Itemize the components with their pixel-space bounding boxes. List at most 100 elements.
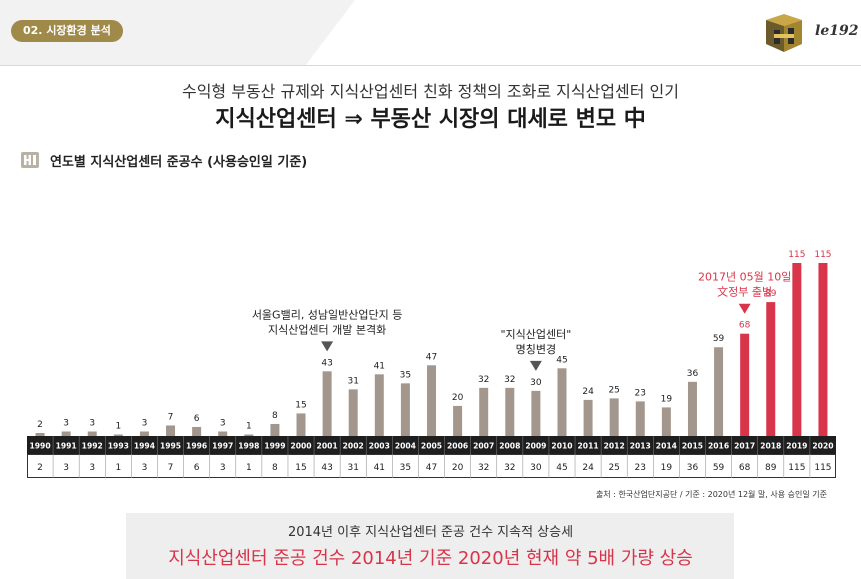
annotation-arrow-2001	[321, 341, 334, 352]
top-bar: 02. 시장환경 분석 le192	[0, 0, 861, 66]
bar-label-2014: 19	[661, 394, 673, 404]
table-value-1996: 6	[194, 463, 200, 473]
bar-label-2016: 59	[713, 334, 725, 344]
table-value-1992: 3	[89, 463, 95, 473]
year-label-1991: 1991	[56, 442, 77, 451]
year-label-2003: 2003	[369, 442, 390, 451]
bar-label-2007: 32	[478, 375, 489, 385]
table-value-2016: 59	[713, 463, 725, 473]
year-header-band	[27, 436, 836, 454]
table-value-1991: 3	[63, 463, 69, 473]
bar-label-2019: 115	[788, 250, 805, 260]
year-label-2009: 2009	[525, 442, 546, 451]
table-value-1994: 3	[142, 463, 148, 473]
bar-1998	[244, 434, 254, 436]
year-label-2001: 2001	[317, 442, 338, 451]
annotation-text-2001: 서울G밸리, 성남일반산업단지 등	[252, 307, 403, 321]
source-note: 출처 : 한국산업단지공단 / 기준 : 2020년 12월 말, 사용 승인일…	[595, 490, 827, 499]
table-value-2007: 32	[478, 463, 489, 473]
table-value-2008: 32	[504, 463, 515, 473]
table-value-2004: 35	[400, 463, 411, 473]
year-label-2015: 2015	[682, 442, 703, 451]
page-headline: 지식산업센터 ⇒ 부동산 시장의 대세로 변모 中	[215, 107, 646, 132]
bar-label-2000: 15	[295, 400, 306, 410]
brand-logo-icon	[766, 14, 802, 52]
bar-label-1995: 7	[168, 412, 174, 422]
brand-logo-text: le192	[815, 23, 859, 39]
hb-logo-icon	[21, 152, 39, 168]
bar-label-1994: 3	[142, 418, 148, 428]
table-value-2019: 115	[788, 463, 805, 473]
bar-1991	[61, 431, 71, 436]
bar-label-2001: 43	[321, 358, 332, 368]
bar-label-1992: 3	[89, 418, 95, 428]
table-value-2015: 36	[687, 463, 699, 473]
bar-label-2006: 20	[452, 393, 464, 403]
table-value-2020: 115	[814, 463, 831, 473]
bar-2013	[635, 401, 645, 436]
annotation-text-2017: 文정부 출범	[717, 285, 772, 299]
table-value-2010: 45	[556, 463, 567, 473]
bar-2002	[348, 389, 358, 436]
table-value-1997: 3	[220, 463, 226, 473]
table-value-2002: 31	[347, 463, 358, 473]
year-label-2000: 2000	[290, 442, 311, 451]
table-value-1993: 1	[115, 463, 121, 473]
year-label-1999: 1999	[264, 442, 285, 451]
bar-2004	[400, 383, 410, 436]
bar-2014	[661, 407, 671, 436]
table-value-2009: 30	[530, 463, 542, 473]
bar-2019	[792, 263, 802, 436]
year-label-1998: 1998	[238, 442, 259, 451]
value-row-frame	[27, 454, 836, 478]
annotation-text-2001: 지식산업센터 개발 본격화	[268, 323, 386, 336]
bar-label-1990: 2	[37, 420, 43, 430]
year-label-2004: 2004	[395, 442, 416, 451]
bar-label-1991: 3	[63, 418, 69, 428]
year-label-2008: 2008	[499, 442, 520, 451]
table-value-2013: 23	[635, 463, 646, 473]
annotation-text-2009: 명칭변경	[516, 343, 556, 356]
bar-1996	[192, 426, 202, 436]
year-label-2002: 2002	[343, 442, 364, 451]
bar-1993	[113, 434, 123, 436]
bar-label-2002: 31	[347, 376, 358, 386]
annotation-arrow-2017	[738, 303, 751, 314]
year-label-2020: 2020	[812, 442, 833, 451]
bar-label-1998: 1	[246, 421, 252, 431]
year-label-2005: 2005	[421, 442, 442, 451]
bar-1995	[166, 425, 176, 436]
year-label-1996: 1996	[186, 442, 207, 451]
year-label-1995: 1995	[160, 442, 181, 451]
table-value-2017: 68	[739, 463, 751, 473]
section-title: 연도별 지식산업센터 준공수 (사용승인일 기준)	[50, 155, 308, 170]
annotation-arrow-2009	[529, 360, 542, 371]
bar-2008	[505, 387, 515, 436]
table-value-2006: 20	[452, 463, 464, 473]
bar-1990	[35, 432, 45, 436]
year-label-2010: 2010	[551, 442, 572, 451]
bar-label-1996: 6	[194, 414, 200, 424]
table-value-2001: 43	[321, 463, 332, 473]
bar-1997	[218, 431, 228, 436]
bar-1992	[87, 431, 97, 436]
annotation-text-2017: 2017년 05월 10일	[698, 270, 791, 284]
bar-2003	[374, 374, 384, 436]
bar-2007	[479, 387, 489, 436]
bar-label-2003: 41	[374, 361, 385, 371]
year-label-2013: 2013	[630, 442, 651, 451]
bar-1999	[270, 423, 280, 436]
top-banner-shape	[0, 0, 861, 66]
year-label-2016: 2016	[708, 442, 729, 451]
bar-label-2020: 115	[814, 250, 831, 260]
bar-2015	[687, 381, 697, 436]
bar-label-2010: 45	[556, 355, 567, 365]
table-value-2000: 15	[295, 463, 306, 473]
table-value-2005: 47	[426, 463, 437, 473]
summary-line-2: 지식산업센터 준공 건수 2014년 기준 2020년 현재 약 5배 가량 상…	[168, 548, 693, 569]
bar-label-1997: 3	[220, 418, 226, 428]
summary-box	[126, 513, 734, 579]
bar-2010	[557, 368, 567, 436]
section-badge: 02. 시장환경 분석	[11, 20, 123, 42]
year-label-2007: 2007	[473, 442, 494, 451]
